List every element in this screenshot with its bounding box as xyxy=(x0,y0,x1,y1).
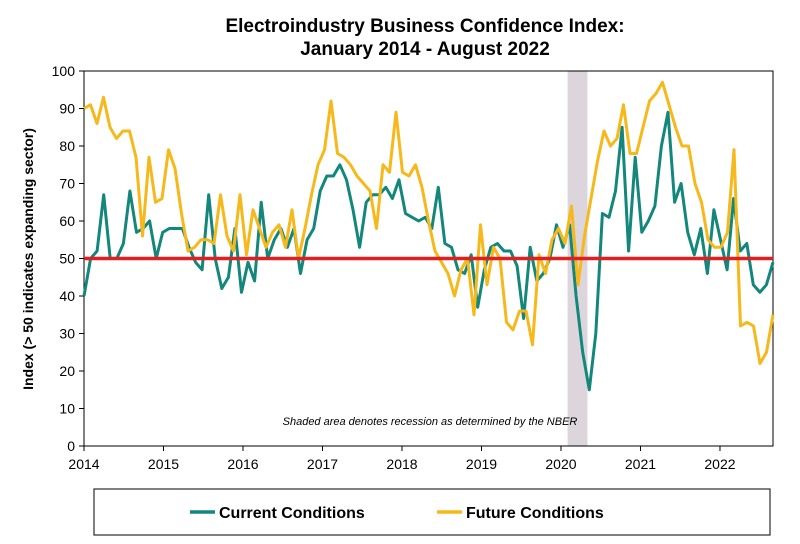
y-tick-label-10: 10 xyxy=(59,401,75,417)
y-tick-label-50: 50 xyxy=(59,251,75,267)
x-tick-label-2017: 2017 xyxy=(307,456,338,472)
legend-label-current: Current Conditions xyxy=(219,505,365,522)
x-tick-label-2016: 2016 xyxy=(227,456,258,472)
x-tick-label-2018: 2018 xyxy=(386,456,417,472)
y-tick-label-60: 60 xyxy=(59,213,75,229)
y-tick-label-20: 20 xyxy=(59,363,75,379)
y-tick-label-70: 70 xyxy=(59,176,75,192)
chart-title-line-1: Electroindustry Business Confidence Inde… xyxy=(225,16,624,37)
y-tick-label-40: 40 xyxy=(59,288,75,304)
y-axis-label: Index (> 50 indicates expanding sector) xyxy=(20,128,36,390)
y-tick-label-100: 100 xyxy=(52,63,76,79)
legend-label-future: Future Conditions xyxy=(466,505,604,522)
recession-annotation: Shaded area denotes recession as determi… xyxy=(283,416,578,428)
x-tick-label-2021: 2021 xyxy=(625,456,656,472)
x-tick-label-2019: 2019 xyxy=(466,456,497,472)
x-tick-label-2020: 2020 xyxy=(545,456,576,472)
x-tick-label-2015: 2015 xyxy=(148,456,179,472)
chart-title-line-2: January 2014 - August 2022 xyxy=(300,39,550,60)
y-tick-label-30: 30 xyxy=(59,326,75,342)
plot-area: 0 10 20 30 40 50 60 70 80 90 100 2014 2015 2016 2017 20… xyxy=(52,63,773,472)
y-tick-label-90: 90 xyxy=(59,101,75,117)
y-tick-label-0: 0 xyxy=(67,438,75,454)
x-tick-label-2022: 2022 xyxy=(704,456,735,472)
x-tick-label-2014: 2014 xyxy=(68,456,99,472)
y-tick-label-80: 80 xyxy=(59,138,75,154)
